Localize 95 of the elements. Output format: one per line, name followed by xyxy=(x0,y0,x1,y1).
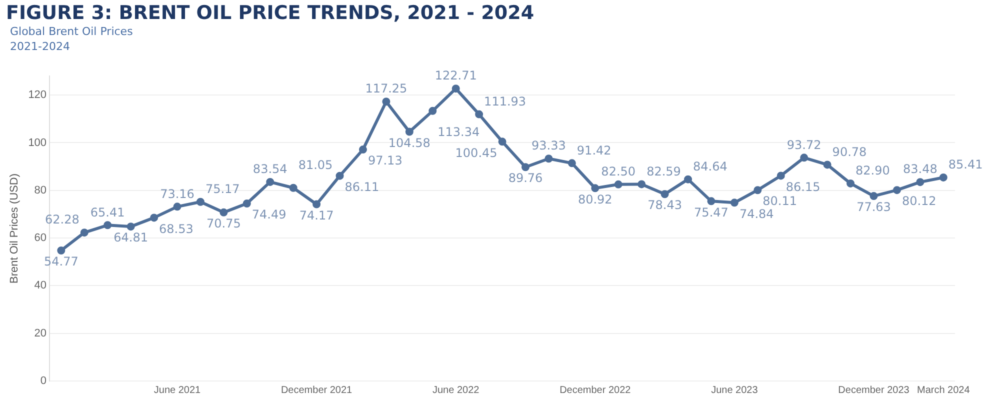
data-label: 70.75 xyxy=(206,216,241,231)
data-label: 75.47 xyxy=(694,205,728,220)
y-tick-label: 20 xyxy=(34,327,47,340)
point xyxy=(684,175,692,184)
point xyxy=(754,186,762,194)
y-tick-label: 40 xyxy=(34,280,47,292)
y-tick-label: 120 xyxy=(28,89,47,102)
point xyxy=(660,190,669,198)
point xyxy=(800,154,808,162)
data-label: 80.11 xyxy=(762,194,798,208)
point xyxy=(57,246,66,254)
data-label: 80.12 xyxy=(902,194,936,208)
x-tick-label: June 2023 xyxy=(711,384,758,396)
data-label: 111.93 xyxy=(484,94,526,108)
point xyxy=(382,98,390,106)
data-label: 86.15 xyxy=(786,180,820,194)
x-tick-label: June 2021 xyxy=(154,384,202,396)
data-label: 93.72 xyxy=(786,138,822,152)
data-label: 77.63 xyxy=(856,200,891,214)
point xyxy=(846,179,855,188)
data-label: 78.43 xyxy=(648,198,682,212)
point xyxy=(80,228,88,237)
point xyxy=(173,202,182,211)
point xyxy=(730,198,738,207)
data-label: 83.48 xyxy=(903,162,938,176)
point xyxy=(220,208,228,216)
data-label: 90.78 xyxy=(832,144,867,159)
x-tick-label: December 2022 xyxy=(560,384,632,396)
point xyxy=(428,106,437,115)
data-label: 117.25 xyxy=(365,82,408,96)
data-label: 80.92 xyxy=(578,192,612,206)
data-label: 89.76 xyxy=(508,171,543,186)
data-label: 74.84 xyxy=(739,206,774,221)
point xyxy=(104,221,112,230)
point xyxy=(916,178,924,186)
data-label: 82.50 xyxy=(601,164,636,179)
y-tick-label: 0 xyxy=(40,375,47,388)
point xyxy=(196,198,204,206)
point xyxy=(312,200,321,208)
data-label: 54.77 xyxy=(44,254,78,269)
point xyxy=(776,172,785,180)
point xyxy=(475,110,484,118)
data-label: 62.28 xyxy=(45,212,80,227)
data-label: 82.59 xyxy=(646,164,681,178)
data-label: 86.11 xyxy=(344,180,380,194)
point xyxy=(405,128,414,136)
x-tick-label: December 2023 xyxy=(838,384,910,396)
data-label: 75.17 xyxy=(205,182,240,196)
data-label: 97.13 xyxy=(368,154,402,168)
y-axis-title: Brent Oil Prices (USD) xyxy=(8,173,21,284)
point xyxy=(638,180,646,188)
point xyxy=(242,200,251,208)
data-label: 104.58 xyxy=(388,136,430,150)
y-tick-label: 80 xyxy=(34,184,47,196)
point xyxy=(358,146,367,154)
data-label: 64.81 xyxy=(114,230,148,245)
point xyxy=(568,159,576,168)
point xyxy=(452,84,460,93)
point xyxy=(126,222,135,231)
data-label: 91.42 xyxy=(576,143,612,158)
point xyxy=(336,172,344,180)
point xyxy=(939,173,948,182)
point xyxy=(150,214,158,222)
data-label: 73.16 xyxy=(160,186,194,201)
data-label: 84.64 xyxy=(693,159,728,174)
point xyxy=(544,154,553,163)
data-label: 122.71 xyxy=(434,68,477,83)
x-tick-label: March 2024 xyxy=(916,384,970,396)
point xyxy=(521,163,530,172)
y-tick-label: 100 xyxy=(28,136,47,149)
point xyxy=(614,180,622,188)
x-tick-label: June 2022 xyxy=(432,384,480,396)
point xyxy=(870,192,878,200)
point xyxy=(707,197,716,206)
data-label: 68.53 xyxy=(159,222,194,236)
x-tick-label: December 2021 xyxy=(280,384,353,396)
point xyxy=(591,184,600,192)
data-label: 74.49 xyxy=(252,208,286,222)
chart-title: FIGURE 3: BRENT OIL PRICE TRENDS, 2021 - 2024 xyxy=(6,2,536,24)
y-tick-label: 60 xyxy=(34,232,47,244)
data-label: 113.34 xyxy=(438,125,480,140)
data-label: 74.17 xyxy=(299,208,334,222)
data-label: 93.33 xyxy=(532,138,566,153)
data-label: 85.41 xyxy=(948,158,983,172)
point xyxy=(498,138,506,146)
data-label: 81.05 xyxy=(298,158,333,172)
chart-subtitle: Global Brent Oil Prices 2021-2024 xyxy=(10,24,134,54)
point xyxy=(892,186,901,194)
point xyxy=(289,184,298,192)
data-label: 100.45 xyxy=(455,146,498,160)
point xyxy=(266,178,274,186)
data-label: 83.54 xyxy=(252,162,288,176)
data-label: 65.41 xyxy=(90,205,125,220)
data-label: 82.90 xyxy=(856,164,890,178)
point xyxy=(823,160,832,169)
